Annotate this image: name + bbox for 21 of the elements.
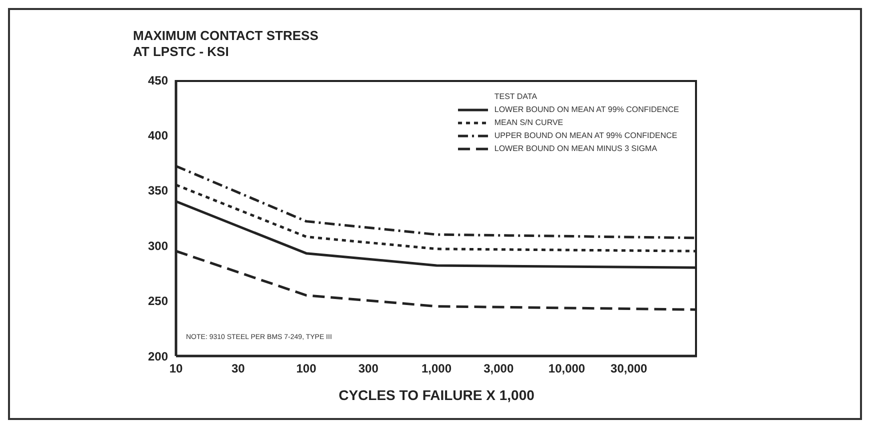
y-tick-label: 200 [148, 349, 168, 364]
legend-label: UPPER BOUND ON MEAN AT 99% CONFIDENCE [494, 130, 678, 142]
x-axis-title: CYCLES TO FAILURE X 1,000 [338, 387, 535, 403]
x-tick-label: 10 [169, 362, 183, 376]
legend-label: MEAN S/N CURVE [494, 117, 564, 129]
x-tick-label: 30,000 [610, 362, 648, 376]
y-axis-title: MAXIMUM CONTACT STRESS AT LPSTC - KSI [133, 28, 320, 60]
y-tick-label: 250 [148, 294, 168, 308]
x-tick-label: 300 [358, 362, 379, 376]
x-tick-label: 3,000 [484, 362, 514, 376]
x-tick-label: 100 [296, 362, 317, 376]
legend-label: LOWER BOUND ON MEAN MINUS 3 SIGMA [494, 143, 658, 155]
y-tick-label: 400 [148, 128, 168, 142]
x-tick-label: 10,000 [548, 362, 586, 376]
x-tick-label: 1,000 [421, 362, 452, 376]
legend-title: TEST DATA [493, 91, 538, 103]
legend-label: LOWER BOUND ON MEAN AT 99% CONFIDENCE [494, 104, 679, 116]
x-tick-label: 30 [231, 362, 246, 376]
y-tick-label: 350 [148, 184, 168, 198]
y-tick-label: 450 [148, 73, 168, 88]
y-tick-label: 300 [148, 238, 168, 253]
